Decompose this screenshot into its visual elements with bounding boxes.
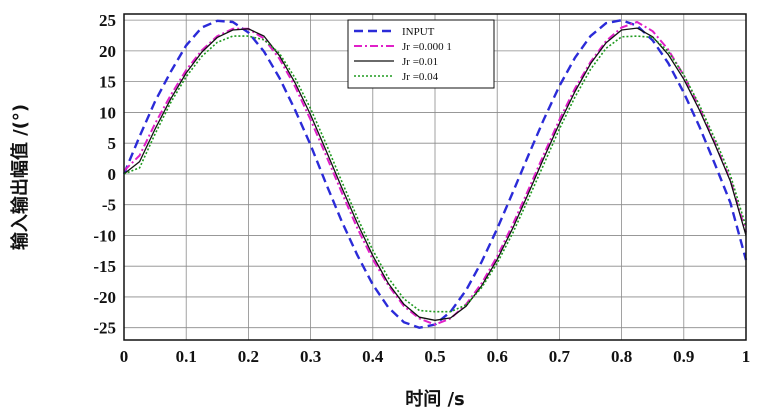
legend: INPUT Jr =0.000 1 Jr =0.01 Jr =0.04 (347, 19, 495, 89)
x-tick-label: 0.4 (362, 347, 384, 366)
x-tick-label: 1 (742, 347, 751, 366)
y-tick-label: 15 (99, 73, 116, 92)
y-tick-label: -5 (102, 196, 116, 215)
x-tick-label: 0.6 (487, 347, 508, 366)
x-tick-label: 0 (120, 347, 129, 366)
x-tick-label: 0.1 (176, 347, 197, 366)
x-axis-title: 时间 /s (405, 389, 465, 410)
x-tick-label: 0.2 (238, 347, 259, 366)
series-line-2 (123, 27, 747, 321)
x-tick-label: 0.7 (549, 347, 571, 366)
y-tick-label: 20 (99, 42, 116, 61)
plot-frame (123, 13, 747, 341)
x-tick-label: 0.9 (673, 347, 694, 366)
legend-label: Jr =0.01 (402, 56, 438, 68)
y-tick-label: -15 (93, 257, 116, 276)
series-line-3 (123, 35, 747, 313)
y-tick-label: 5 (108, 134, 117, 153)
series-lines (122, 19, 748, 329)
y-tick-label: 10 (99, 103, 116, 122)
series-line-1 (123, 21, 747, 326)
axis-ticks: 0 0.1 0.2 0.3 0.4 0.5 0.6 0.7 0.8 0.9 12520151050-… (93, 11, 750, 366)
y-tick-label: -10 (93, 226, 116, 245)
legend-label: Jr =0.000 1 (402, 41, 452, 53)
y-tick-label: 0 (108, 165, 117, 184)
y-axis-title: 输入输出幅值 /(°) (9, 104, 31, 250)
legend-label: Jr =0.04 (402, 71, 439, 83)
x-tick-label: 0.8 (611, 347, 632, 366)
x-tick-label: 0.5 (424, 347, 445, 366)
y-tick-label: -25 (93, 319, 116, 338)
y-tick-label: 25 (99, 11, 116, 30)
x-tick-label: 0.3 (300, 347, 321, 366)
legend-label: INPUT (402, 26, 435, 38)
y-tick-label: -20 (93, 288, 116, 307)
